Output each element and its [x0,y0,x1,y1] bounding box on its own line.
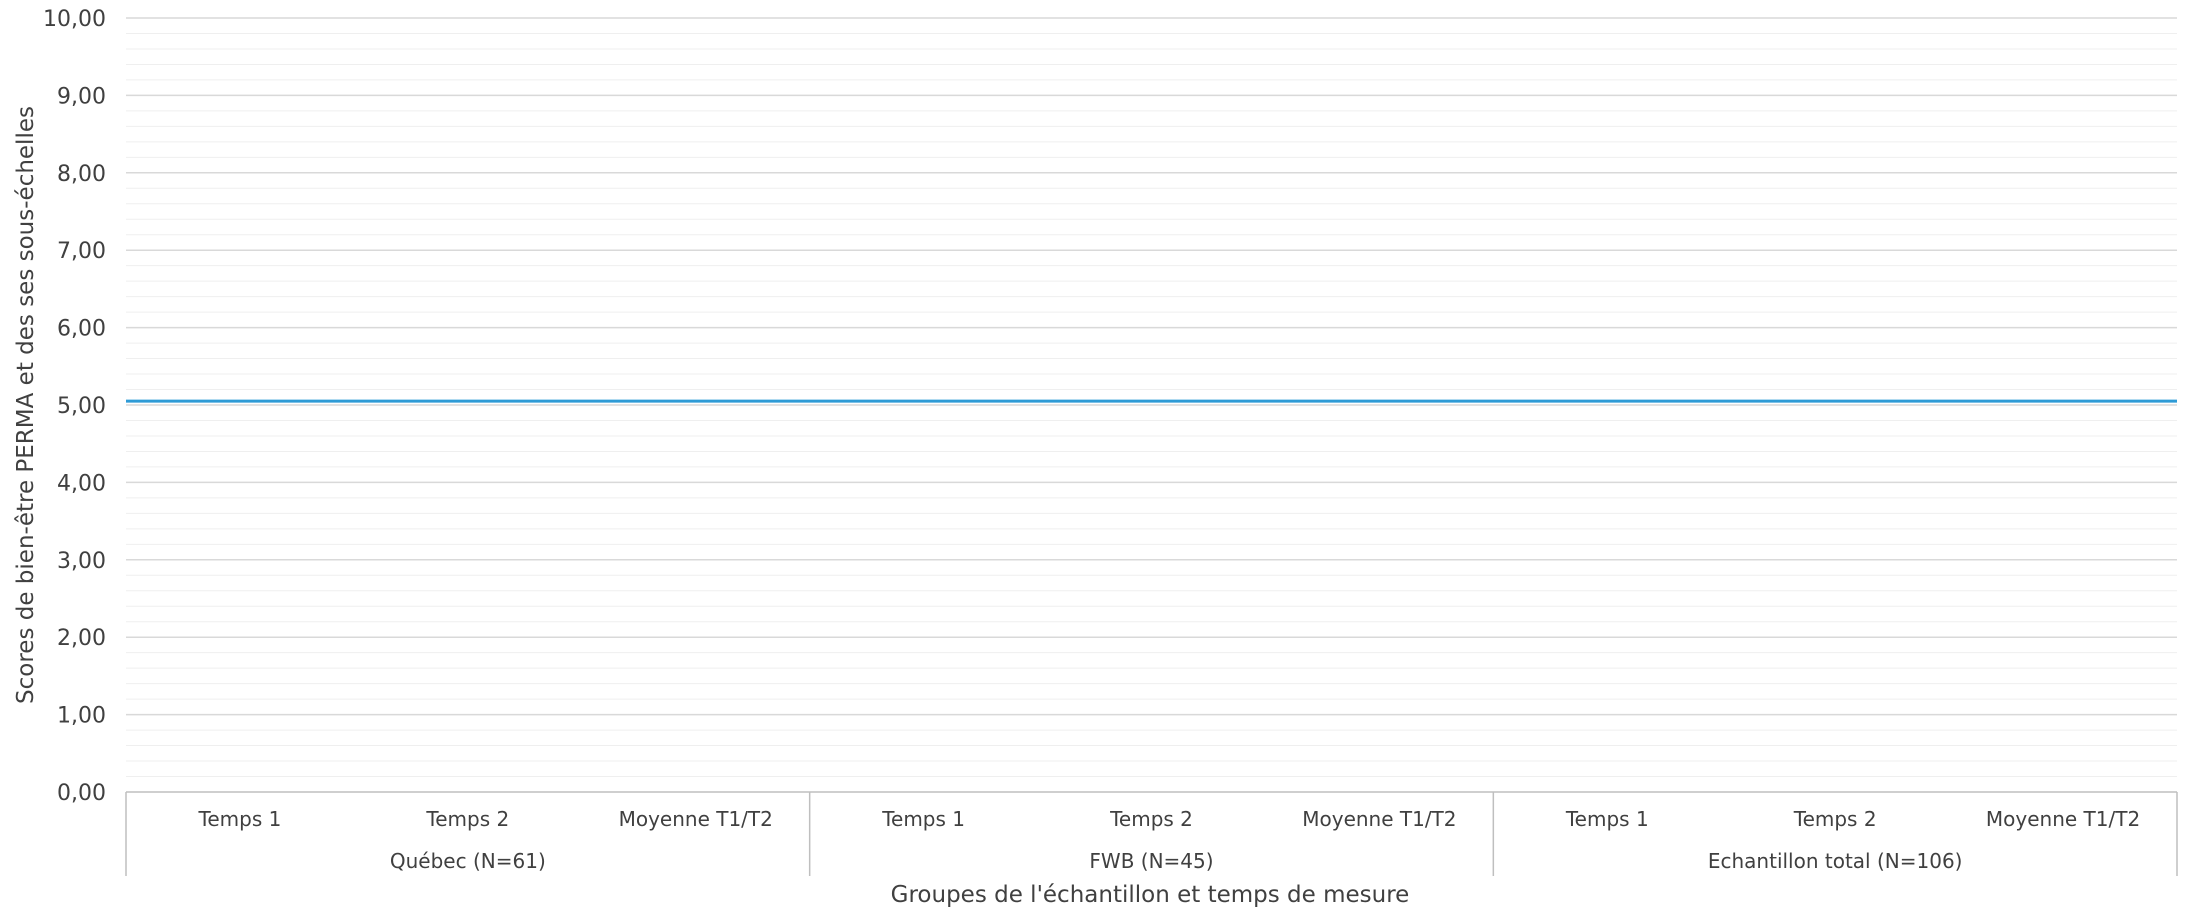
x-category-label: Moyenne T1/T2 [1302,807,1456,831]
x-axis [125,791,2178,876]
x-axis-category-labels: Temps 1 Temps 2 Moyenne T1/T2 Temps 1 Temps … [198,807,2141,831]
x-category-label: Temps 1 [198,807,282,831]
x-group-label: FWB (N=45) [1089,849,1213,873]
x-category-label: Temps 2 [1793,807,1877,831]
y-tick-label: 10,00 [43,7,106,32]
y-tick-label: 0,00 [57,781,106,806]
minor-gridlines [126,32,2177,778]
y-tick-label: 5,00 [57,394,106,419]
y-tick-label: 9,00 [57,84,106,109]
x-axis-group-labels: Québec (N=61) FWB (N=45) Echantillon total… [390,849,1963,873]
y-tick-label: 8,00 [57,162,106,187]
y-tick-label: 3,00 [57,549,106,574]
y-tick-label: 6,00 [57,317,106,342]
x-axis-title: Groupes de l'échantillon et temps de mes… [891,882,1410,908]
y-tick-label: 2,00 [57,626,106,651]
x-category-label: Temps 1 [881,807,965,831]
x-group-label: Québec (N=61) [390,849,546,873]
y-tick-label: 4,00 [57,471,106,496]
x-category-label: Moyenne T1/T2 [1986,807,2140,831]
x-category-label: Temps 1 [1565,807,1649,831]
x-category-label: Temps 2 [425,807,509,831]
x-group-label: Echantillon total (N=106) [1708,849,1963,873]
x-category-label: Moyenne T1/T2 [619,807,773,831]
y-axis-tick-labels: 0,00 1,00 2,00 3,00 4,00 5,00 6,00 7,00 8,00 9,00… [43,7,106,806]
y-tick-label: 1,00 [57,704,106,729]
y-tick-label: 7,00 [57,239,106,264]
y-axis-title: Scores de bien-être PERMA et des ses sou… [13,106,39,704]
x-category-label: Temps 2 [1109,807,1193,831]
major-gridlines [126,17,2177,716]
